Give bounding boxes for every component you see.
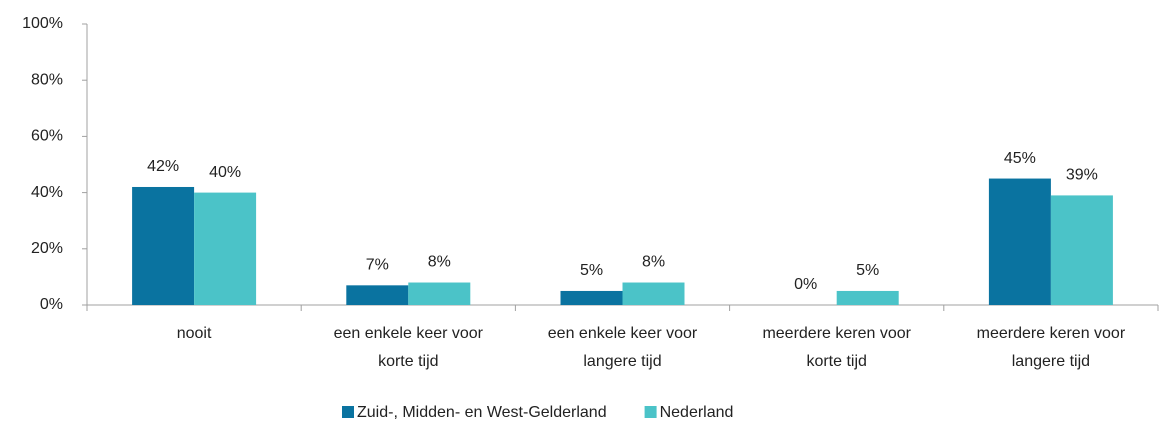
value-label: 5% — [856, 262, 879, 279]
value-label: 42% — [147, 158, 179, 175]
bar — [1050, 195, 1113, 305]
x-tick-label: meerdere keren voor — [762, 325, 911, 342]
bar — [346, 285, 409, 305]
value-label: 40% — [209, 164, 241, 181]
bar — [408, 282, 471, 305]
y-tick-label: 0% — [40, 296, 63, 313]
value-label: 8% — [428, 254, 451, 271]
bar — [194, 192, 257, 305]
legend-label: Nederland — [660, 404, 734, 421]
legend-label: Zuid-, Midden- en West-Gelderland — [357, 404, 607, 421]
x-tick-label: nooit — [177, 325, 212, 342]
legend-swatch — [342, 406, 354, 418]
y-tick-label: 40% — [31, 184, 63, 201]
value-label: 0% — [794, 276, 817, 293]
bar — [988, 178, 1051, 305]
bar — [836, 290, 899, 305]
x-tick-label: meerdere keren voor — [977, 325, 1126, 342]
x-tick-label: korte tijd — [806, 353, 866, 370]
x-tick-label: korte tijd — [378, 353, 438, 370]
bar — [132, 186, 195, 305]
x-tick-label: een enkele keer voor — [548, 325, 698, 342]
bar — [622, 282, 685, 305]
y-tick-label: 80% — [31, 71, 63, 88]
legend-swatch — [644, 406, 657, 418]
x-tick-label: een enkele keer voor — [334, 325, 484, 342]
value-label: 7% — [366, 257, 389, 274]
value-label: 5% — [580, 262, 603, 279]
y-tick-label: 100% — [22, 15, 63, 32]
value-label: 45% — [1004, 150, 1036, 167]
y-tick-label: 60% — [31, 128, 63, 145]
value-label: 39% — [1066, 167, 1098, 184]
value-label: 8% — [642, 254, 665, 271]
x-tick-label: langere tijd — [1012, 353, 1090, 370]
bar — [560, 290, 623, 305]
x-tick-label: langere tijd — [583, 353, 661, 370]
y-tick-label: 20% — [31, 240, 63, 257]
